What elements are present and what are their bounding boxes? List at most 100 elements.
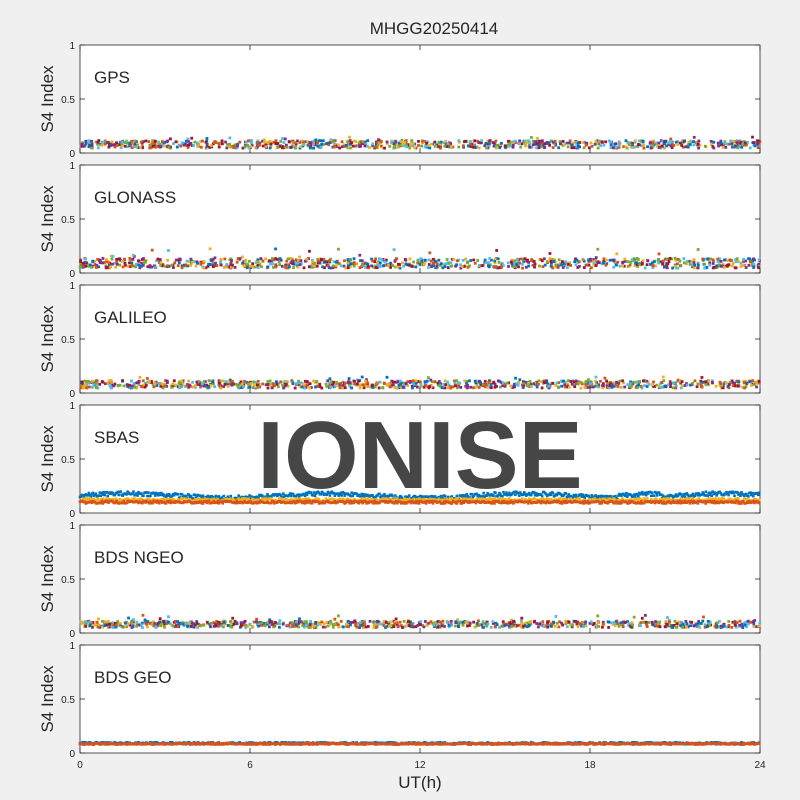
data-point — [419, 384, 423, 388]
data-point — [582, 266, 586, 269]
data-point — [729, 259, 733, 262]
data-point — [632, 495, 635, 498]
data-point — [596, 247, 600, 251]
data-point — [362, 386, 366, 390]
data-point — [511, 143, 515, 147]
data-point — [387, 382, 391, 386]
data-point — [489, 382, 493, 386]
data-point — [342, 264, 346, 268]
data-point — [653, 501, 657, 505]
data-point — [633, 139, 637, 143]
data-point — [494, 146, 498, 150]
data-point — [655, 494, 659, 497]
data-point — [623, 257, 627, 261]
data-point — [388, 145, 392, 148]
data-point — [726, 264, 729, 267]
data-point — [244, 263, 248, 267]
data-point — [417, 380, 421, 384]
data-point — [201, 494, 205, 498]
data-point — [648, 141, 652, 145]
data-point — [643, 491, 647, 495]
data-point — [405, 145, 409, 149]
data-point — [535, 385, 539, 389]
data-point — [250, 264, 254, 268]
data-point — [491, 141, 495, 144]
data-point — [736, 146, 740, 150]
data-point — [637, 143, 641, 147]
data-point — [605, 386, 609, 390]
data-point — [549, 493, 553, 496]
data-point — [549, 261, 553, 265]
data-point — [248, 385, 252, 389]
data-point — [308, 249, 311, 253]
data-point — [545, 381, 549, 385]
data-point — [320, 258, 323, 262]
data-point — [317, 621, 320, 625]
data-point — [474, 625, 478, 629]
data-point — [594, 256, 598, 259]
data-point — [371, 386, 375, 389]
data-point — [571, 495, 575, 499]
data-point — [115, 499, 118, 503]
data-point — [352, 501, 355, 505]
data-point — [348, 135, 351, 139]
panel-label: GPS — [94, 68, 130, 87]
data-point — [720, 143, 723, 147]
data-point — [446, 380, 449, 384]
data-point — [546, 383, 550, 387]
data-point — [243, 379, 246, 383]
data-point — [555, 493, 559, 497]
data-point — [206, 385, 210, 389]
data-point — [416, 259, 420, 263]
data-point — [236, 144, 239, 148]
data-point — [552, 260, 556, 263]
data-point — [551, 381, 555, 385]
data-point — [515, 490, 518, 493]
data-point — [139, 146, 143, 149]
data-point — [612, 384, 616, 388]
data-point — [186, 264, 189, 268]
data-point — [757, 266, 760, 270]
data-point — [105, 490, 109, 494]
data-point — [417, 144, 420, 147]
data-point — [336, 261, 340, 265]
data-point — [205, 137, 209, 140]
data-point — [457, 145, 461, 149]
data-point — [704, 382, 708, 386]
data-point — [105, 498, 109, 502]
data-point — [547, 493, 551, 497]
data-point — [690, 493, 694, 497]
data-point — [164, 383, 168, 386]
data-point — [484, 261, 488, 265]
data-point — [669, 382, 673, 386]
data-point — [500, 501, 503, 505]
data-point — [229, 494, 233, 498]
data-point — [691, 263, 695, 267]
data-point — [91, 260, 95, 264]
data-point — [580, 495, 584, 498]
data-point — [238, 140, 242, 144]
data-point — [141, 146, 144, 150]
data-point — [749, 491, 752, 494]
data-point — [293, 141, 297, 145]
data-point — [140, 492, 143, 495]
data-point — [365, 378, 368, 382]
data-point — [495, 143, 499, 147]
data-point — [242, 383, 246, 387]
data-point — [509, 501, 512, 504]
data-point — [658, 382, 662, 386]
data-point — [162, 498, 166, 501]
data-point — [187, 260, 191, 263]
data-point — [238, 384, 242, 388]
data-point — [328, 384, 332, 388]
data-point — [489, 258, 493, 262]
data-point — [663, 142, 666, 146]
data-point — [295, 382, 298, 385]
data-point — [703, 266, 707, 270]
data-point — [407, 494, 411, 497]
data-point — [107, 145, 111, 149]
data-point — [527, 140, 531, 144]
data-point — [722, 265, 726, 269]
data-point — [505, 491, 508, 494]
